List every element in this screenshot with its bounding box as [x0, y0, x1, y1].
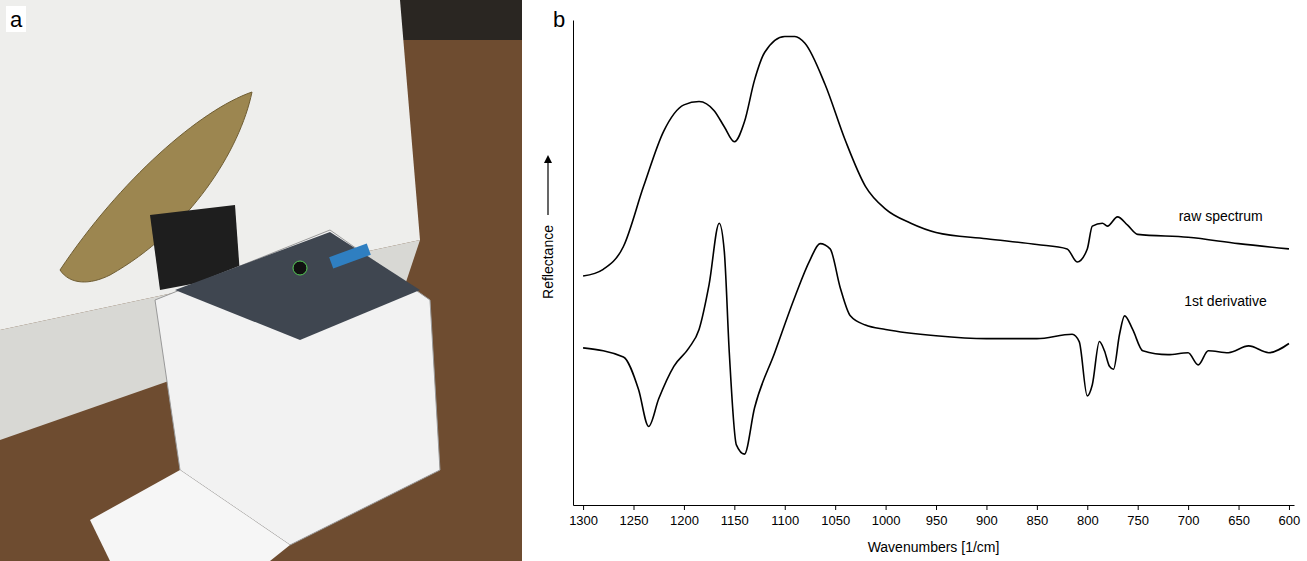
device-cover: [175, 232, 420, 340]
x-tick: 650: [1228, 505, 1250, 528]
x-tick-mark: [936, 505, 937, 510]
x-tick: 600: [1279, 505, 1301, 528]
photo-panel: [0, 0, 522, 561]
x-tick-mark: [1037, 505, 1038, 510]
x-tick-label: 1200: [670, 513, 699, 528]
plot-area: [583, 36, 1289, 454]
spectrum-line: [583, 36, 1289, 276]
x-tick-mark: [785, 505, 786, 510]
x-tick: 1050: [821, 505, 850, 528]
x-tick: 850: [1027, 505, 1049, 528]
y-axis-title: Reflectance: [540, 225, 556, 299]
x-tick-label: 950: [926, 513, 948, 528]
panel-label: b: [553, 7, 565, 32]
x-tick-mark: [684, 505, 685, 510]
x-tick: 1250: [620, 505, 649, 528]
device-button: [293, 261, 307, 275]
x-tick: 1000: [872, 505, 901, 528]
x-tick-mark: [734, 505, 735, 510]
x-tick: 700: [1178, 505, 1200, 528]
x-tick-mark: [1239, 505, 1240, 510]
x-tick-mark: [634, 505, 635, 510]
x-tick-mark: [835, 505, 836, 510]
x-tick-label: 1050: [821, 513, 850, 528]
x-tick-mark: [1087, 505, 1088, 510]
x-tick-mark: [1289, 505, 1290, 510]
label-patch: [6, 6, 26, 32]
series-label: 1st derivative: [1184, 293, 1267, 309]
panel-label: a: [10, 7, 23, 32]
device-logo: [329, 244, 371, 269]
x-tick-label: 650: [1228, 513, 1250, 528]
x-tick-label: 1250: [620, 513, 649, 528]
spectrum-line: [583, 223, 1289, 454]
x-tick: 900: [976, 505, 998, 528]
x-tick-mark: [986, 505, 987, 510]
x-tick-mark: [1138, 505, 1139, 510]
x-tick: 800: [1077, 505, 1099, 528]
x-tick-label: 1150: [721, 513, 749, 528]
x-tick-mark: [1188, 505, 1189, 510]
x-axis: 1300 1250 1200 1150 1100 1050 1000 950 900 850 800…: [569, 505, 1300, 528]
x-tick: 750: [1127, 505, 1149, 528]
x-tick: 1300: [569, 505, 598, 528]
series-label: raw spectrum: [1179, 208, 1263, 224]
x-tick-label: 750: [1127, 513, 1149, 528]
table: [0, 0, 522, 561]
x-tick-label: 700: [1178, 513, 1200, 528]
x-tick: 1200: [670, 505, 699, 528]
x-tick: 1150: [721, 505, 749, 528]
x-tick-label: 1300: [569, 513, 598, 528]
chart-panel: 1300 1250 1200 1150 1100 1050 1000 950 900 850 800…: [540, 21, 1300, 556]
x-tick-label: 900: [976, 513, 998, 528]
x-tick: 950: [926, 505, 948, 528]
x-tick-mark: [583, 505, 584, 510]
y-axis-line: [573, 21, 574, 506]
x-tick-label: 1000: [872, 513, 901, 528]
x-tick: 1100: [771, 505, 799, 528]
x-tick-label: 1100: [771, 513, 799, 528]
x-tick-mark: [886, 505, 887, 510]
figure: a b 1300 1250 1200 1150 1100 1050 1000 950 900 850 8…: [0, 0, 1307, 561]
y-arrow-shaft: [547, 161, 548, 215]
x-axis-title: Wavenumbers [1/cm]: [868, 539, 1000, 555]
x-axis-line: [574, 505, 1295, 506]
x-tick-label: 850: [1027, 513, 1049, 528]
x-tick-label: 800: [1077, 513, 1099, 528]
x-tick-label: 600: [1279, 513, 1301, 528]
y-axis: [573, 21, 574, 506]
paper: [90, 470, 290, 561]
y-arrow-head: [544, 155, 552, 163]
